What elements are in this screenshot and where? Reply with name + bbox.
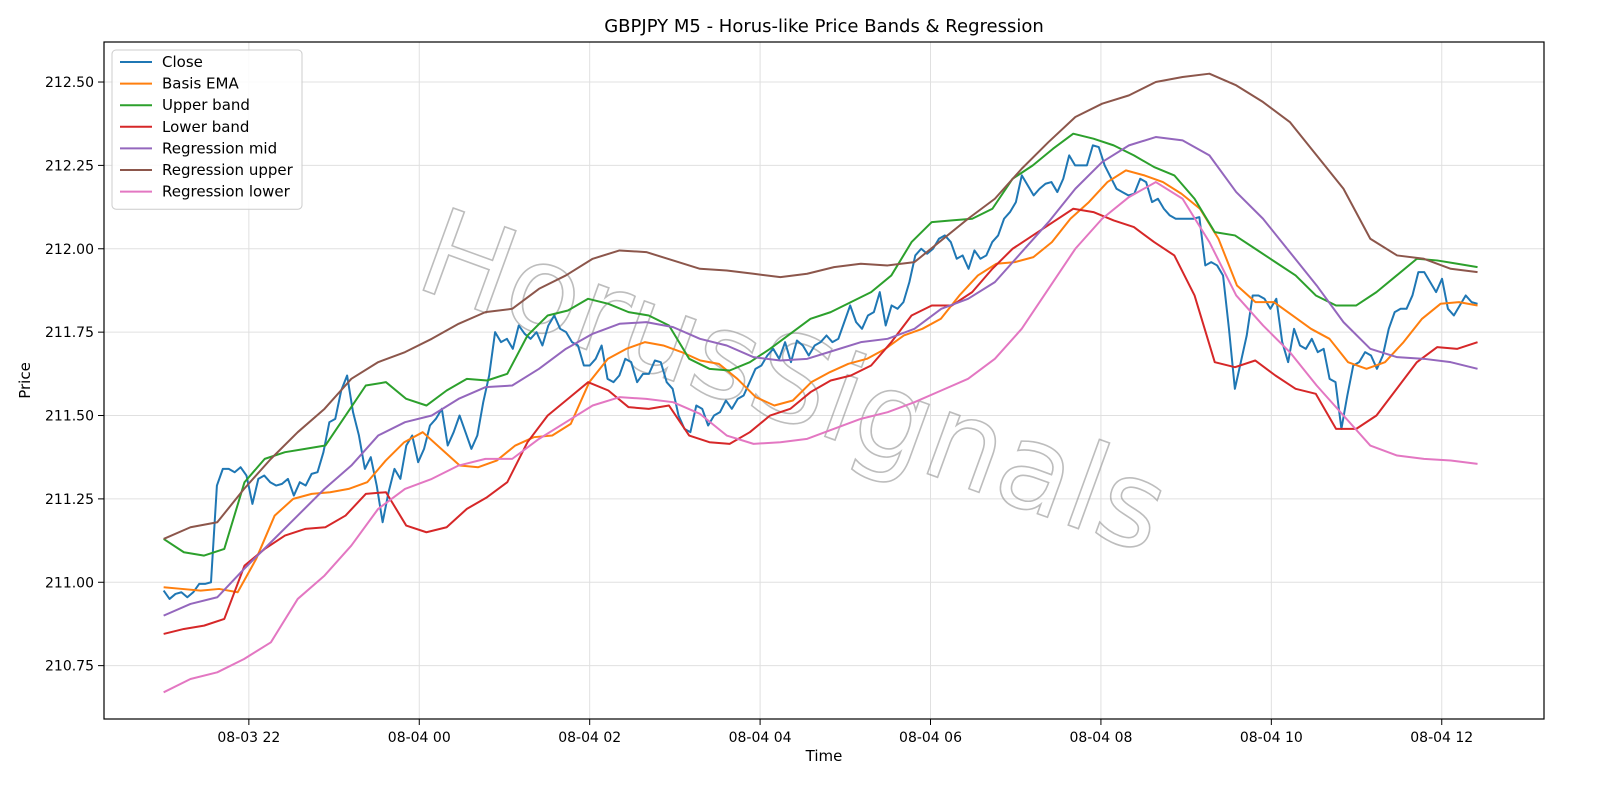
y-tick-label: 212.50 [45, 75, 94, 91]
legend-label: Lower band [162, 118, 249, 136]
y-axis-title: Price [16, 362, 34, 399]
x-tick-label: 08-04 02 [558, 730, 621, 746]
series-line-regression-mid [163, 136, 1478, 617]
x-tick-label: 08-04 04 [729, 730, 792, 746]
x-tick-label: 08-04 10 [1240, 730, 1303, 746]
y-axis-ticks: 210.75 211.00 211.25 211.50 211.75 212.00 212.… [45, 75, 104, 675]
grid-lines [104, 42, 1544, 719]
x-tick-label: 08-04 06 [899, 730, 962, 746]
legend: Close Basis EMA Upper band Lower band Regres… [111, 49, 303, 210]
x-axis-title: Time [805, 747, 843, 765]
legend-label: Basis EMA [162, 75, 239, 93]
y-tick-label: 211.50 [45, 409, 94, 425]
plot-frame [103, 41, 1545, 720]
legend-label: Regression mid [162, 139, 277, 157]
series-line-regression-upper [163, 72, 1478, 540]
series-line-lower-band [163, 207, 1478, 635]
series-line-upper-band [163, 132, 1478, 557]
series-line-close [162, 144, 1478, 600]
legend-label: Close [162, 53, 203, 71]
series-line-basis-ema [163, 169, 1478, 594]
y-tick-label: 211.00 [45, 575, 94, 591]
x-axis-ticks: 08-03 22 08-04 00 08-04 02 08-04 04 08-04 06… [217, 719, 1473, 746]
legend-label: Regression upper [162, 161, 294, 179]
series-layer [162, 72, 1478, 694]
y-tick-label: 211.25 [45, 492, 94, 508]
legend-box [111, 49, 303, 210]
y-tick-label: 212.00 [45, 242, 94, 258]
y-tick-label: 211.75 [45, 325, 94, 341]
chart-title: GBPJPY M5 - Horus-like Price Bands & Reg… [604, 16, 1044, 37]
x-tick-label: 08-04 00 [388, 730, 451, 746]
y-tick-label: 210.75 [45, 659, 94, 675]
x-tick-label: 08-03 22 [217, 730, 280, 746]
series-line-regression-lower [163, 181, 1478, 694]
y-tick-label: 212.25 [45, 158, 94, 174]
x-tick-label: 08-04 08 [1069, 730, 1132, 746]
x-tick-label: 08-04 12 [1410, 730, 1473, 746]
legend-label: Upper band [162, 96, 250, 114]
legend-label: Regression lower [162, 183, 291, 201]
